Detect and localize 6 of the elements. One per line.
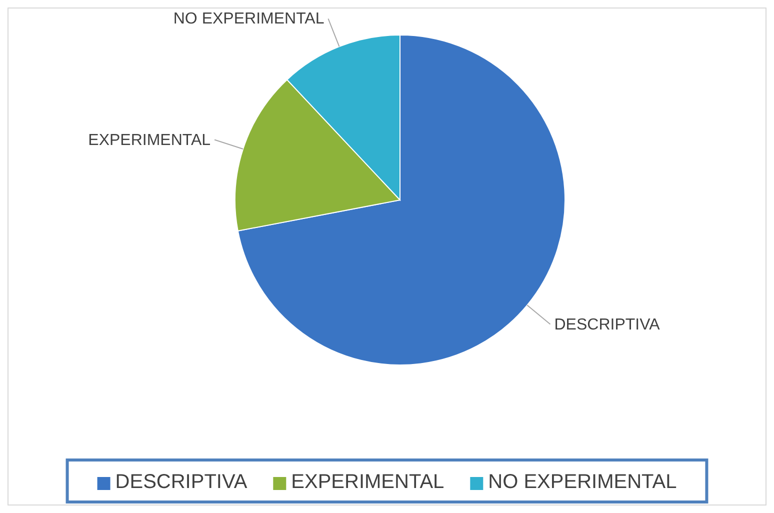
- slice-label: EXPERIMENTAL: [88, 132, 211, 149]
- legend-label: NO EXPERIMENTAL: [488, 471, 677, 493]
- legend-label: DESCRIPTIVA: [115, 471, 248, 493]
- legend-label: EXPERIMENTAL: [291, 471, 444, 493]
- slice-label: NO EXPERIMENTAL: [173, 10, 324, 28]
- slice-label: DESCRIPTIVA: [554, 316, 660, 334]
